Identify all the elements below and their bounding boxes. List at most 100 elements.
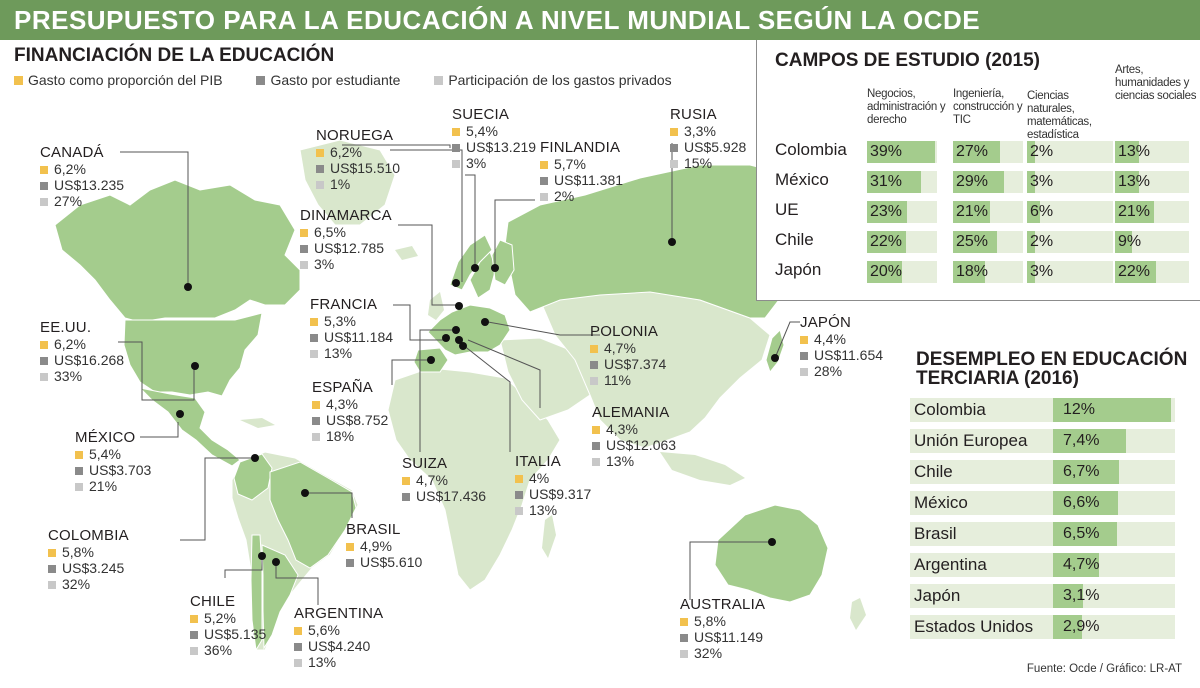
country-pib-row: 5,7% — [540, 156, 623, 172]
country-estudiante-value: US$3.245 — [62, 560, 125, 576]
country-estudiante-value: US$5.135 — [204, 626, 267, 642]
campos-bar — [1027, 201, 1040, 223]
country-estudiante-swatch — [592, 442, 600, 450]
country-label-finlandia: FINLANDIA 5,7% US$11.381 2% — [540, 140, 623, 204]
dot-brasil — [301, 489, 309, 497]
country-pib-value: 4,9% — [360, 538, 392, 554]
campos-value: 18% — [956, 263, 989, 280]
country-privados-value: 2% — [554, 188, 575, 204]
map-argentina — [261, 544, 299, 650]
leader-chile — [224, 556, 263, 578]
map-mexico — [138, 387, 241, 467]
desempleo-value: 6,6% — [1063, 494, 1100, 511]
campos-value: 13% — [1118, 173, 1151, 190]
leader-mexico — [140, 422, 179, 438]
country-pib-swatch — [310, 318, 318, 326]
country-pib-value: 5,8% — [62, 544, 94, 560]
country-estudiante-swatch — [540, 177, 548, 185]
country-estudiante-value: US$13.235 — [54, 177, 125, 193]
country-estudiante-row: US$5.135 — [190, 626, 266, 642]
country-privados-row: 15% — [670, 155, 746, 171]
country-pib-value: 5,2% — [204, 610, 236, 626]
country-privados-value: 3% — [466, 155, 487, 171]
country-label-noruega: NORUEGA 6,2% US$15.510 1% — [316, 128, 400, 192]
title-banner: PRESUPUESTO PARA LA EDUCACIÓN A NIVEL MU… — [0, 0, 1200, 40]
dot-rusia — [668, 238, 676, 246]
country-pib-row: 6,2% — [40, 161, 124, 177]
country-privados-row: 3% — [452, 155, 536, 171]
campos-bar — [1027, 141, 1035, 163]
country-estudiante-swatch — [590, 361, 598, 369]
country-label-dinamarca: DINAMARCA 6,5% US$12.785 3% — [300, 208, 392, 272]
country-privados-value: 18% — [326, 428, 355, 444]
desempleo-value: 12% — [1063, 401, 1096, 418]
desempleo-title: DESEMPLEO EN EDUCACIÓN TERCIARIA (2016) — [916, 350, 1200, 388]
campos-value: 22% — [1118, 263, 1151, 280]
leader-suiza — [419, 329, 455, 452]
campos-bar — [867, 171, 922, 193]
country-estudiante-swatch — [300, 245, 308, 253]
country-pib-swatch — [590, 345, 598, 353]
country-name: RUSIA — [670, 106, 717, 123]
country-estudiante-row: US$11.184 — [310, 329, 393, 345]
country-pib-row: 3,3% — [670, 123, 746, 139]
country-pib-row: 5,4% — [452, 123, 536, 139]
country-privados-swatch — [190, 647, 198, 655]
country-pib-swatch — [452, 128, 460, 136]
country-estudiante-row: US$13.219 — [452, 139, 536, 155]
country-privados-row: 36% — [190, 642, 266, 658]
campos-bar — [953, 171, 1004, 193]
country-estudiante-row: US$13.235 — [40, 177, 124, 193]
country-pib-row: 5,4% — [75, 446, 151, 462]
country-estudiante-swatch — [48, 565, 56, 573]
country-privados-value: 13% — [529, 502, 558, 518]
campos-value: 3% — [1030, 173, 1054, 190]
country-pib-row: 4,9% — [346, 538, 422, 554]
country-name: ARGENTINA — [294, 605, 384, 622]
desempleo-category: México — [914, 493, 968, 512]
legend-privados-swatch — [434, 76, 444, 85]
map-iceland — [395, 246, 418, 260]
country-privados-value: 21% — [89, 478, 118, 494]
country-privados-swatch — [48, 581, 56, 589]
country-name: FINLANDIA — [540, 139, 621, 156]
country-name: CANADÁ — [40, 144, 104, 161]
campos-cell-bg — [1115, 231, 1189, 253]
country-estudiante-swatch — [680, 634, 688, 642]
campos-bar — [1027, 261, 1035, 283]
dot-colombia — [251, 454, 259, 462]
campos-cell-bg — [1027, 231, 1113, 253]
campos-row-label: México — [775, 170, 829, 189]
dot-espana — [427, 356, 435, 364]
country-estudiante-row: US$9.317 — [515, 486, 591, 502]
country-pib-swatch — [515, 475, 523, 483]
legend-pib: Gasto como proporción del PIB — [14, 72, 223, 88]
map-caribbean — [240, 418, 275, 428]
country-estudiante-row: US$8.752 — [312, 412, 388, 428]
campos-value: 25% — [956, 233, 989, 250]
country-privados-swatch — [680, 650, 688, 658]
country-privados-row: 1% — [316, 176, 400, 192]
country-privados-row: 13% — [310, 345, 393, 361]
dot-chile — [258, 552, 266, 560]
campos-title: CAMPOS DE ESTUDIO (2015) — [775, 50, 1040, 71]
legend-pib-swatch — [14, 76, 23, 85]
country-estudiante-row: US$12.063 — [592, 437, 676, 453]
leader-finlandia — [494, 199, 535, 268]
country-name: EE.UU. — [40, 319, 92, 336]
country-pib-swatch — [48, 549, 56, 557]
country-estudiante-swatch — [310, 334, 318, 342]
country-estudiante-row: US$11.149 — [680, 629, 765, 645]
country-pib-swatch — [680, 618, 688, 626]
dot-alemania — [455, 336, 463, 344]
legend-estudiante: Gasto por estudiante — [256, 72, 400, 88]
map-brazil — [269, 461, 357, 569]
country-pib-swatch — [670, 128, 678, 136]
country-privados-row: 21% — [75, 478, 151, 494]
campos-bar — [867, 201, 908, 223]
country-estudiante-swatch — [346, 559, 354, 567]
country-estudiante-value: US$12.785 — [314, 240, 385, 256]
country-pib-swatch — [300, 229, 308, 237]
campos-value: 29% — [956, 173, 989, 190]
campos-cell-bg — [1027, 261, 1113, 283]
